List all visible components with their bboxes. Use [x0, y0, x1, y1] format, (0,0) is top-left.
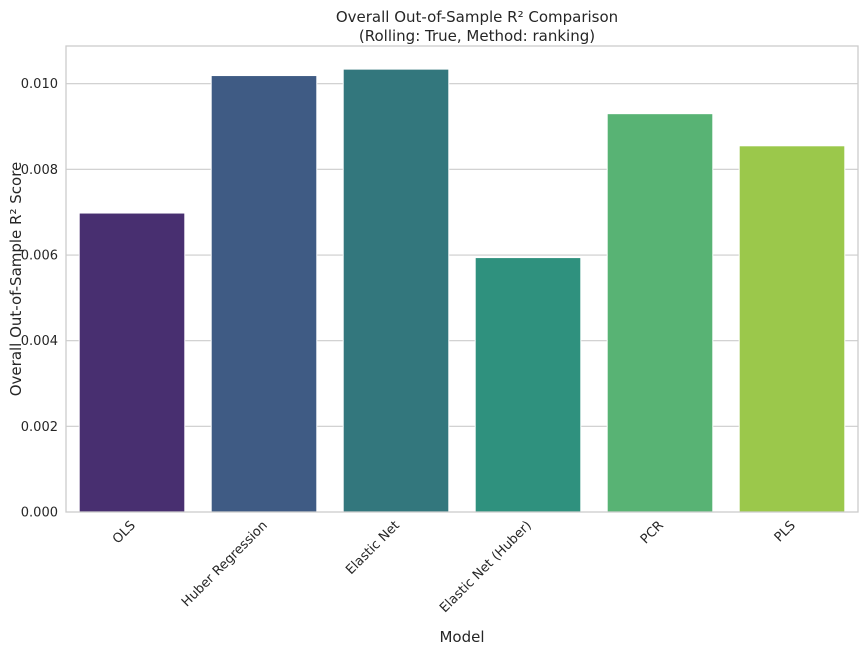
- x-tick-labels: OLS Huber Regression Elastic Net Elastic Ne…: [110, 518, 799, 616]
- x-tick-label: PLS: [772, 518, 799, 545]
- y-tick-label: 0.004: [21, 334, 58, 349]
- bar: [342, 68, 450, 513]
- chart-title: Overall Out-of-Sample R² Comparison: [336, 8, 618, 26]
- x-tick-label: Elastic Net (Huber): [437, 518, 535, 616]
- y-tick-label: 0.000: [21, 506, 58, 521]
- y-tick-label: 0.010: [21, 77, 58, 92]
- y-axis-label: Overall Out-of-Sample R² Score: [7, 162, 25, 397]
- x-axis-label: Model: [439, 628, 484, 646]
- y-tick-label: 0.006: [21, 249, 58, 264]
- x-tick-label: Huber Regression: [179, 518, 271, 610]
- bar: [738, 145, 846, 513]
- x-tick-label: PCR: [638, 518, 667, 547]
- y-tick-label: 0.008: [21, 163, 58, 178]
- plot-frame: [65, 45, 859, 513]
- x-tick-label: Elastic Net: [343, 518, 403, 578]
- x-tick-label: OLS: [110, 518, 139, 547]
- y-tick-labels: 0.000 0.002 0.004 0.006 0.008 0.010: [21, 77, 58, 520]
- bar: [210, 75, 318, 513]
- chart-subtitle: (Rolling: True, Method: ranking): [359, 27, 595, 45]
- bar: [78, 212, 186, 513]
- gridlines: [66, 83, 858, 427]
- bar: [606, 113, 714, 513]
- bar: [474, 257, 582, 513]
- y-tick-label: 0.002: [21, 420, 58, 435]
- bars: [78, 68, 846, 513]
